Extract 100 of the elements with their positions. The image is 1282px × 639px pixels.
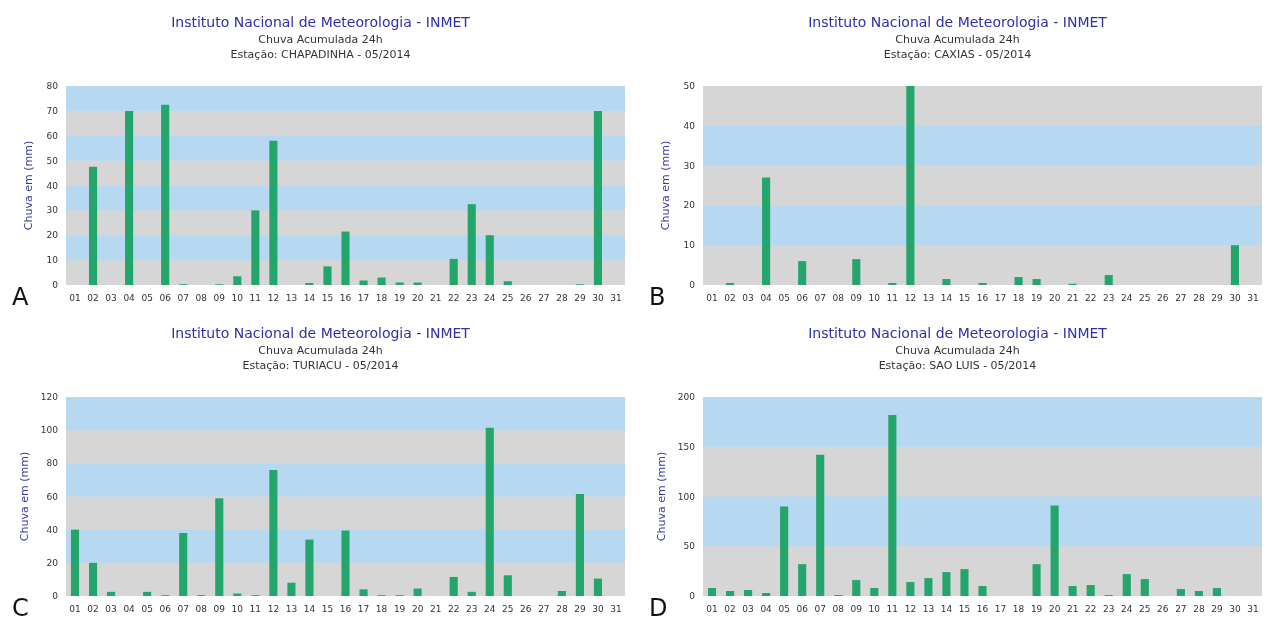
y-tick-label: 50 bbox=[46, 155, 59, 166]
bar bbox=[1212, 588, 1221, 596]
bar bbox=[305, 539, 314, 596]
bar bbox=[287, 582, 296, 596]
x-tick-label: 15 bbox=[958, 603, 971, 614]
bar bbox=[377, 277, 386, 285]
bar bbox=[323, 266, 332, 285]
bar bbox=[269, 469, 278, 596]
y-tick-label: 20 bbox=[46, 557, 59, 568]
x-tick-label: 06 bbox=[159, 292, 172, 303]
bar bbox=[906, 582, 915, 596]
y-tick-label: 100 bbox=[677, 491, 696, 502]
x-tick-label: 09 bbox=[213, 603, 226, 614]
x-tick-label: 12 bbox=[267, 603, 280, 614]
x-tick-label: 03 bbox=[105, 603, 117, 614]
y-tick-label: 50 bbox=[683, 81, 696, 91]
x-tick-label: 27 bbox=[538, 292, 550, 303]
x-tick-label: 06 bbox=[159, 603, 172, 614]
x-tick-label: 09 bbox=[850, 603, 863, 614]
x-tick-label: 11 bbox=[249, 292, 262, 303]
text: A bbox=[12, 283, 29, 311]
x-tick-label: 22 bbox=[1084, 292, 1097, 303]
x-tick-label: 16 bbox=[339, 603, 352, 614]
x-tick-label: 28 bbox=[556, 292, 568, 303]
x-tick-label: 19 bbox=[1030, 292, 1043, 303]
bar bbox=[557, 591, 566, 596]
x-tick-label: 26 bbox=[1157, 292, 1169, 303]
x-tick-label: 11 bbox=[249, 603, 262, 614]
bar bbox=[449, 576, 458, 596]
bar bbox=[125, 110, 134, 285]
bar bbox=[942, 572, 951, 596]
chart-subtitle: Chuva Acumulada 24h Estação: CHAPADINHA - 05/2014 bbox=[230, 33, 411, 61]
x-tick-label: 22 bbox=[447, 292, 460, 303]
x-tick-label: 06 bbox=[796, 292, 809, 303]
x-tick-label: 10 bbox=[868, 292, 881, 303]
y-tick-label: 0 bbox=[52, 591, 59, 601]
x-tick-label: 18 bbox=[375, 292, 388, 303]
x-tick-label: 02 bbox=[87, 292, 99, 303]
y-tick-label: 80 bbox=[46, 458, 59, 469]
bar bbox=[960, 569, 969, 596]
x-tick-label: 03 bbox=[742, 603, 754, 614]
chart-subtitle: Chuva Acumulada 24h Estação: TURIACU - 05/2014 bbox=[242, 344, 399, 372]
bar bbox=[1104, 275, 1113, 285]
x-tick-label: 04 bbox=[123, 292, 136, 303]
y-axis-title: Chuva em (mm) bbox=[22, 140, 35, 231]
x-tick-label: 07 bbox=[814, 603, 826, 614]
x-tick-label: 01 bbox=[69, 603, 81, 614]
bar bbox=[503, 281, 512, 285]
x-tick-label: 26 bbox=[1157, 603, 1169, 614]
bar bbox=[593, 110, 603, 285]
x-tick-label: 23 bbox=[1103, 292, 1115, 303]
bar bbox=[888, 414, 897, 596]
x-tick-label: 25 bbox=[502, 603, 514, 614]
x-tick-label: 05 bbox=[141, 292, 153, 303]
x-tick-label: 13 bbox=[922, 603, 935, 614]
bar bbox=[1194, 591, 1203, 596]
bar bbox=[1230, 245, 1240, 285]
y-tick-label: 100 bbox=[40, 425, 59, 436]
bar bbox=[341, 530, 350, 596]
bar bbox=[359, 589, 368, 596]
bar bbox=[707, 588, 717, 596]
x-tick-label: 20 bbox=[1048, 603, 1061, 614]
x-tick-label: 04 bbox=[760, 292, 773, 303]
bar bbox=[1086, 585, 1095, 596]
x-tick-label: 30 bbox=[592, 292, 604, 303]
bar bbox=[942, 279, 951, 285]
bar bbox=[725, 591, 735, 596]
bar bbox=[593, 578, 603, 596]
x-tick-label: 07 bbox=[177, 603, 189, 614]
x-tick-label: 23 bbox=[466, 292, 478, 303]
bar bbox=[161, 104, 170, 285]
y-tick-label: 0 bbox=[689, 591, 696, 601]
bar bbox=[467, 591, 476, 596]
x-tick-label: 25 bbox=[1139, 603, 1151, 614]
x-tick-label: 27 bbox=[1175, 292, 1187, 303]
x-tick-label: 31 bbox=[1247, 292, 1259, 303]
y-axis-title: Chuva em (mm) bbox=[654, 451, 668, 542]
chart-title: Instituto Nacional de Meteorologia - INMET bbox=[171, 325, 471, 341]
x-tick-label: 13 bbox=[285, 292, 298, 303]
bar bbox=[467, 204, 476, 285]
x-tick-label: 29 bbox=[1211, 603, 1223, 614]
x-tick-label: 01 bbox=[69, 292, 81, 303]
bar bbox=[485, 235, 494, 285]
bar bbox=[575, 494, 584, 596]
bar bbox=[179, 532, 188, 596]
chart-title: Instituto Nacional de Meteorologia - INMET bbox=[808, 325, 1108, 341]
x-tick-label: 30 bbox=[1229, 292, 1241, 303]
bar bbox=[1068, 586, 1077, 596]
x-tick-label: 29 bbox=[574, 292, 586, 303]
bar bbox=[341, 231, 350, 285]
x-tick-label: 28 bbox=[556, 603, 568, 614]
x-tick-label: 29 bbox=[1211, 292, 1223, 303]
x-tick-label: 24 bbox=[484, 603, 496, 614]
bar bbox=[798, 261, 807, 285]
x-tick-label: 08 bbox=[832, 292, 845, 303]
bar bbox=[1032, 279, 1041, 285]
bar bbox=[233, 276, 242, 285]
bar bbox=[762, 177, 771, 285]
x-tick-label: 01 bbox=[706, 603, 718, 614]
bar bbox=[798, 564, 807, 596]
